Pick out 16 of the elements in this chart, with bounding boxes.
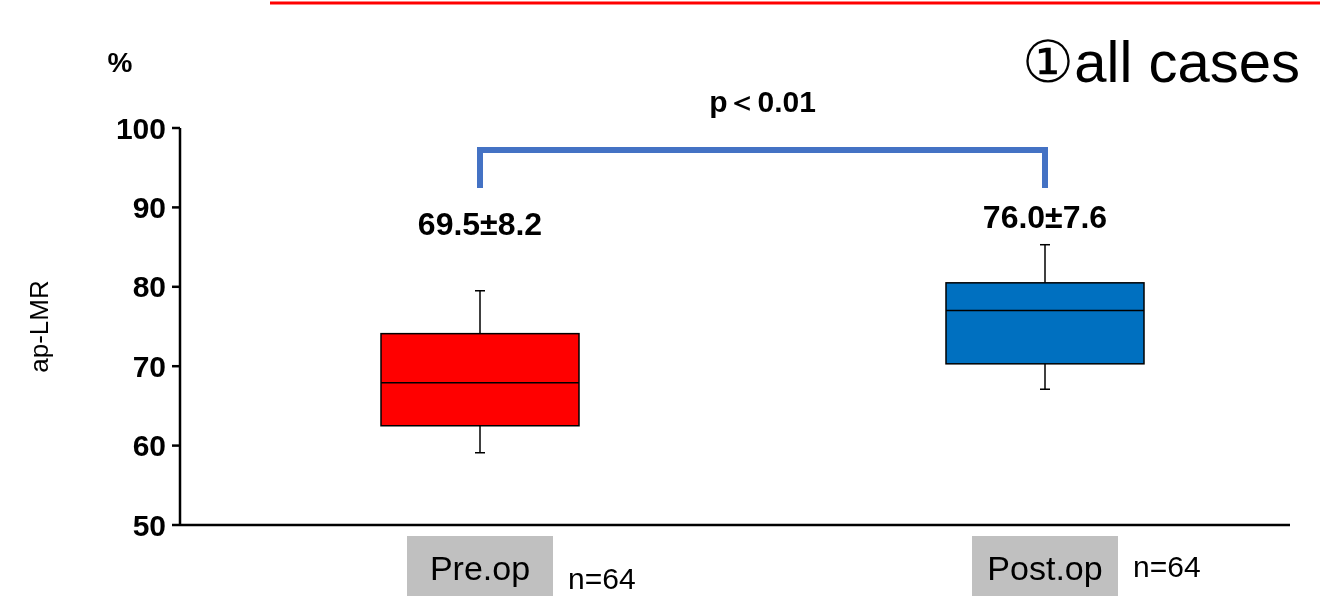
y-tick-label: 100 (115, 111, 166, 145)
y-tick-label: 60 (132, 429, 166, 463)
y-tick-label: 80 (132, 270, 166, 304)
annotation: 76.0±7.6 (982, 199, 1108, 235)
y-tick-label: 50 (132, 508, 166, 542)
text: n=64 (1133, 549, 1201, 583)
text: p＜0.01 (709, 85, 816, 118)
y-tick-label: 90 (132, 190, 166, 224)
x-tick-label: Post.op (987, 548, 1103, 587)
annotation: 69.5±8.2 (417, 206, 543, 242)
y-axis-title: ap-LMR (24, 280, 54, 373)
y-tick-label: 70 (132, 349, 166, 383)
text: % (107, 47, 133, 78)
chart-title: ①all cases (1022, 29, 1300, 94)
text: n=64 (568, 561, 636, 595)
x-tick-label: Pre.op (429, 548, 531, 587)
